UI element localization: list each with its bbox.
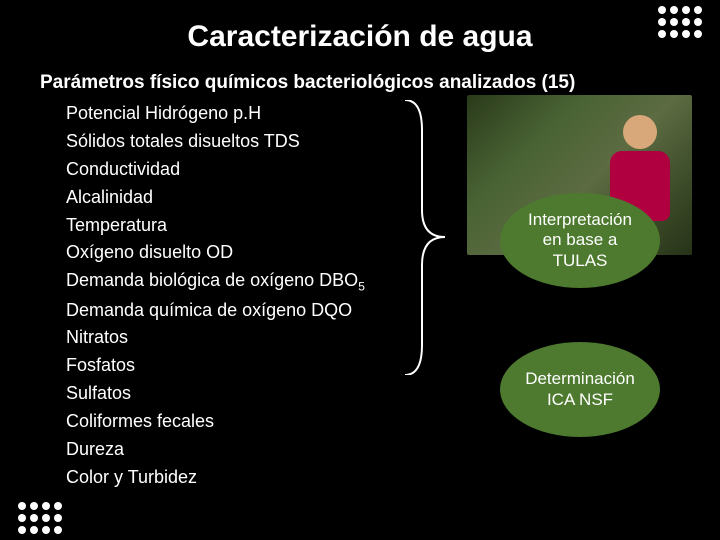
list-item: Nitratos bbox=[66, 324, 406, 352]
oval-line: TULAS bbox=[553, 251, 608, 271]
slide-title: Caracterización de agua bbox=[0, 20, 720, 54]
callout-oval-ica: Determinación ICA NSF bbox=[500, 342, 660, 437]
list-item: Demanda química de oxígeno DQO bbox=[66, 297, 406, 325]
list-item: Dureza bbox=[66, 436, 406, 464]
list-item: Oxígeno disuelto OD bbox=[66, 239, 406, 267]
subscript: 5 bbox=[358, 280, 365, 294]
list-item: Fosfatos bbox=[66, 352, 406, 380]
list-item: Potencial Hidrógeno p.H bbox=[66, 100, 406, 128]
oval-line: en base a bbox=[543, 230, 618, 250]
list-item: Sólidos totales disueltos TDS bbox=[66, 128, 406, 156]
list-item: Conductividad bbox=[66, 156, 406, 184]
list-item: Alcalinidad bbox=[66, 184, 406, 212]
parameter-list: Potencial Hidrógeno p.H Sólidos totales … bbox=[66, 100, 406, 492]
oval-line: Determinación bbox=[525, 369, 635, 389]
corner-dots-bottom bbox=[18, 502, 62, 534]
list-item-text: Demanda biológica de oxígeno DBO bbox=[66, 270, 358, 290]
oval-line: ICA NSF bbox=[547, 390, 613, 410]
list-item: Coliformes fecales bbox=[66, 408, 406, 436]
list-item: Color y Turbidez bbox=[66, 464, 406, 492]
list-item: Temperatura bbox=[66, 212, 406, 240]
callout-oval-tulas: Interpretación en base a TULAS bbox=[500, 193, 660, 288]
list-item: Demanda biológica de oxígeno DBO5 bbox=[66, 267, 406, 296]
oval-line: Interpretación bbox=[528, 210, 632, 230]
curly-brace-icon bbox=[400, 100, 450, 375]
slide: Caracterización de agua Parámetros físic… bbox=[0, 0, 720, 540]
slide-subtitle: Parámetros físico químicos bacteriológic… bbox=[40, 72, 575, 94]
list-item: Sulfatos bbox=[66, 380, 406, 408]
